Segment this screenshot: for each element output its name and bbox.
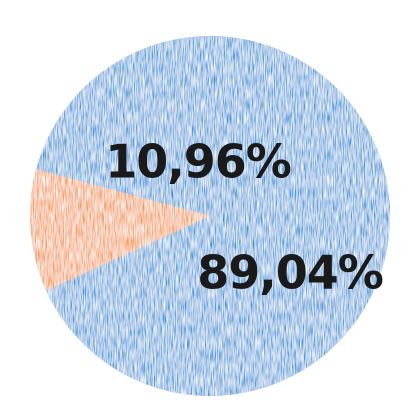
pie-slice-label-1: 10,96% <box>105 135 291 189</box>
pie-slice-0 <box>36 35 390 396</box>
pie-labels: 89,04% 10,96% <box>105 135 384 300</box>
pie-slice-1 <box>29 169 210 291</box>
pie-slice-label-0: 89,04% <box>197 246 383 300</box>
pie-slices <box>29 35 390 396</box>
